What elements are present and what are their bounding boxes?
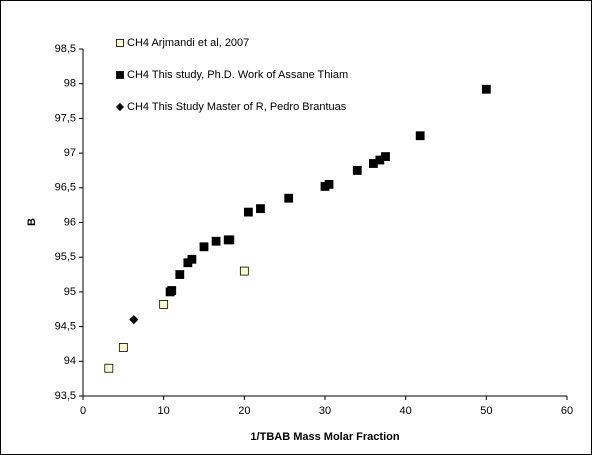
y-tick-label: 94 <box>64 355 76 367</box>
data-point <box>225 235 235 245</box>
data-point <box>167 286 177 295</box>
data-point <box>159 299 169 309</box>
y-axis-title: B <box>26 218 38 226</box>
x-tick-label: 10 <box>158 405 170 417</box>
x-tick-label: 20 <box>238 405 250 417</box>
data-point <box>352 166 362 175</box>
y-tick-label: 94,5 <box>55 321 76 333</box>
data-point <box>481 84 491 94</box>
legend-label: CH4 This study, Ph.D. Work of Assane Thi… <box>127 69 348 81</box>
data-point <box>284 193 294 203</box>
data-point <box>239 266 249 276</box>
y-tick-label: 98 <box>64 78 76 90</box>
legend-label: CH4 This Study Master of R, Pedro Brantu… <box>127 101 347 113</box>
y-tick-label: 97,5 <box>55 112 76 124</box>
y-tick-label: 95,5 <box>55 251 76 263</box>
data-point <box>187 254 197 264</box>
x-tick-label: 0 <box>80 405 86 417</box>
data-point <box>104 363 114 373</box>
legend-marker <box>116 39 124 47</box>
data-point <box>129 315 139 325</box>
data-point <box>415 131 425 141</box>
x-tick-label: 40 <box>400 405 412 417</box>
data-point <box>324 179 334 189</box>
data-point <box>256 204 265 214</box>
legend-label: CH4 Arjmandi et al, 2007 <box>127 37 249 49</box>
legend-marker <box>116 71 124 79</box>
legend-marker <box>115 102 125 112</box>
data-point <box>175 270 185 279</box>
y-tick-label: 96 <box>64 216 76 228</box>
y-tick-label: 95 <box>64 286 76 298</box>
data-point <box>199 242 209 252</box>
x-tick-label: 60 <box>561 405 573 417</box>
y-tick-label: 98,5 <box>55 43 76 55</box>
y-tick-label: 97 <box>64 147 76 159</box>
x-axis-title: 1/TBAB Mass Molar Fraction <box>250 431 399 443</box>
y-tick-label: 96,5 <box>55 182 76 194</box>
x-tick-label: 30 <box>319 405 331 417</box>
data-point <box>211 236 221 246</box>
y-tick-label: 93,5 <box>55 390 76 402</box>
x-tick-label: 50 <box>480 405 492 417</box>
data-point <box>381 152 390 161</box>
data-point <box>243 207 253 217</box>
data-point <box>118 343 128 352</box>
